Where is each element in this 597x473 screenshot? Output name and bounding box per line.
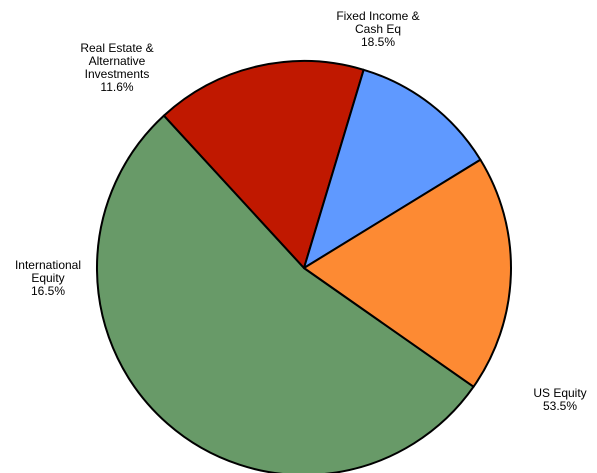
pie-label-name: US Equity — [533, 386, 586, 400]
pie-label-percent: 16.5% — [31, 284, 65, 298]
pie-label-name: Real Estate & — [80, 41, 153, 55]
pie-label-name: Equity — [31, 271, 64, 285]
pie-label-name: Cash Eq — [355, 22, 401, 36]
pie-label-name: International — [15, 258, 81, 272]
pie-slice-1 — [162, 60, 365, 269]
pie-slice-2 — [303, 68, 482, 269]
pie-labels: US Equity 53.5% International Equity 16.5% Re… — [15, 9, 587, 413]
pie-label-2: Real Estate & Alternative Investments 11.6% — [80, 41, 153, 94]
pie-slice-0 — [96, 114, 475, 473]
pie-slices — [96, 60, 512, 473]
pie-label-0: US Equity 53.5% — [533, 386, 586, 413]
pie-label-percent: 11.6% — [100, 80, 133, 94]
pie-label-3: Fixed Income & Cash Eq 18.5% — [336, 9, 419, 49]
pie-label-name: Fixed Income & — [336, 9, 419, 23]
pie-label-percent: 53.5% — [543, 399, 577, 413]
pie-slice-3 — [303, 158, 512, 388]
pie-label-name: Alternative — [89, 54, 146, 68]
pie-label-percent: 18.5% — [361, 35, 395, 49]
pie-label-1: International Equity 16.5% — [15, 258, 81, 298]
pie-label-name: Investments — [85, 67, 150, 81]
